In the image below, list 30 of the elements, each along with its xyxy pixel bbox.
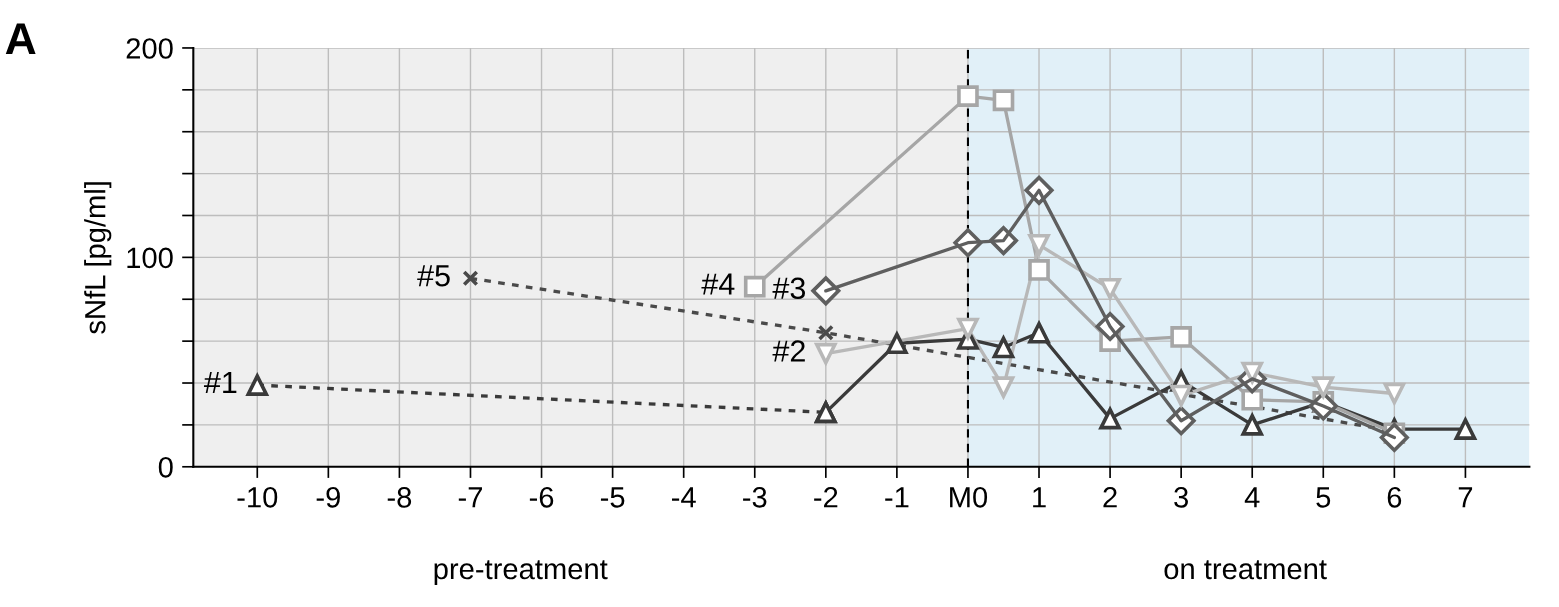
x-tick-label: -9 (316, 487, 340, 508)
x-tick-label: 6 (1387, 487, 1402, 508)
x-tick-label: 1 (1033, 487, 1046, 508)
text: A (5, 23, 36, 54)
x-tick-label: -3 (743, 487, 767, 508)
x-tick-label: 4 (1244, 487, 1260, 508)
text: pre-treatment (434, 560, 608, 586)
x-tick-label: -10 (237, 487, 278, 508)
series-label: #2 (772, 340, 805, 362)
x-tick-label: -5 (600, 487, 625, 508)
series-label: #3 (772, 277, 806, 300)
series-label: #1 (203, 371, 237, 394)
x-tick-label: -7 (458, 487, 482, 508)
series-label: #4 (701, 273, 735, 295)
series-label: #5 (417, 265, 450, 287)
x-tick-label: 2 (1103, 487, 1117, 508)
x-tick-label: 3 (1174, 487, 1188, 508)
y-tick-label: 0 (158, 456, 173, 478)
y-tick-label: 200 (126, 38, 173, 59)
x-tick-label: 7 (1458, 487, 1473, 508)
x-tick-label: -6 (529, 487, 554, 508)
x-tick-label: -8 (387, 487, 412, 508)
text: on treatment (1164, 560, 1327, 580)
y-axis-title: sNfL [pg/ml] (84, 182, 112, 334)
x-tick-label: M0 (950, 487, 988, 508)
x-tick-label: 5 (1316, 487, 1331, 508)
y-tick-label: 100 (127, 247, 173, 269)
x-tick-label: -1 (885, 487, 909, 508)
x-tick-label: -2 (814, 487, 838, 508)
x-tick-label: -4 (672, 487, 696, 508)
